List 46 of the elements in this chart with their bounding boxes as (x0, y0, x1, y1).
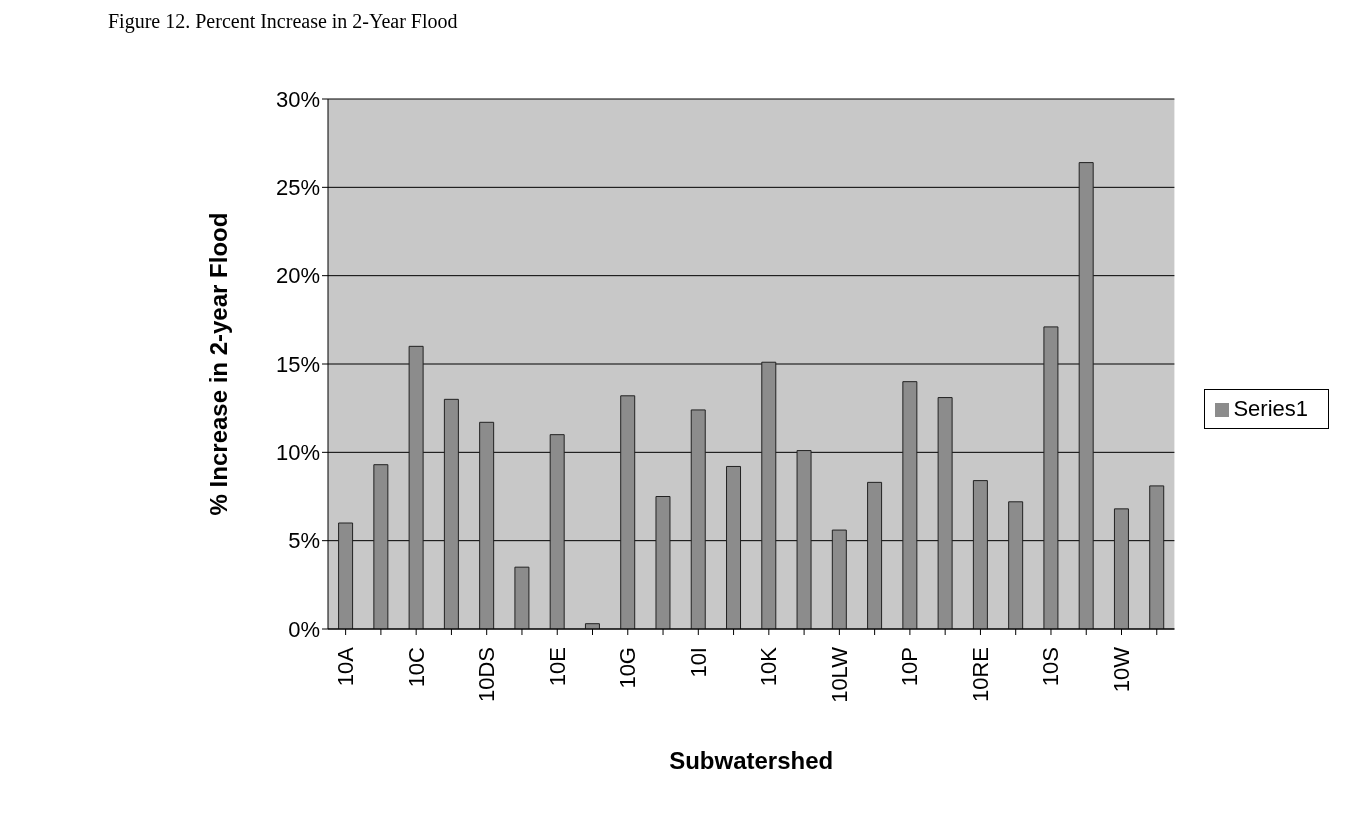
y-tick-label: 20% (275, 263, 320, 289)
bar (1078, 162, 1094, 629)
bar (972, 480, 988, 629)
bar (338, 522, 354, 629)
x-tick-label: 10G (615, 647, 641, 689)
bar (479, 421, 495, 629)
y-tick-label: 15% (275, 351, 320, 377)
bar (726, 465, 742, 629)
bar (620, 395, 636, 629)
bar (1149, 485, 1165, 629)
y-tick-label: 30% (275, 86, 320, 112)
bar (867, 481, 883, 629)
y-tick-label: 25% (275, 175, 320, 201)
x-tick-label: 10LW (826, 646, 852, 703)
chart-title: Figure 12. Percent Increase in 2-Year Flood (107, 9, 459, 35)
bar (373, 464, 389, 629)
x-tick-label: 10S (1038, 647, 1064, 687)
bar (408, 345, 424, 629)
x-tick-label: 10I (685, 647, 711, 678)
legend-label: Series1 (1233, 396, 1308, 421)
x-tick-label: 10A (333, 646, 359, 687)
bar (690, 409, 706, 629)
x-tick-label: 10DS (474, 647, 500, 703)
x-tick-label: 10C (403, 646, 429, 688)
bar (549, 434, 565, 629)
x-tick-label: 10K (756, 646, 782, 687)
bar (796, 450, 812, 629)
bar (655, 496, 671, 629)
bar (831, 529, 847, 629)
y-axis-title: % Increase in 2-year Flood (204, 212, 232, 516)
y-tick-label: 5% (288, 528, 320, 554)
bar (514, 566, 530, 629)
bar (761, 361, 777, 629)
x-tick-label: 10W (1109, 646, 1135, 693)
bar (443, 398, 459, 629)
bar (937, 397, 953, 629)
bar (1008, 501, 1024, 629)
bar (902, 381, 918, 629)
x-axis-title: Subwatershed (669, 747, 834, 774)
bar (1043, 326, 1059, 629)
x-tick-label: 10E (544, 647, 570, 687)
x-tick-label: 10RE (967, 647, 993, 703)
y-tick-label: 10% (275, 440, 320, 466)
y-tick-label: 0% (288, 616, 320, 642)
x-tick-label: 10P (897, 647, 923, 687)
bar (1113, 508, 1129, 629)
